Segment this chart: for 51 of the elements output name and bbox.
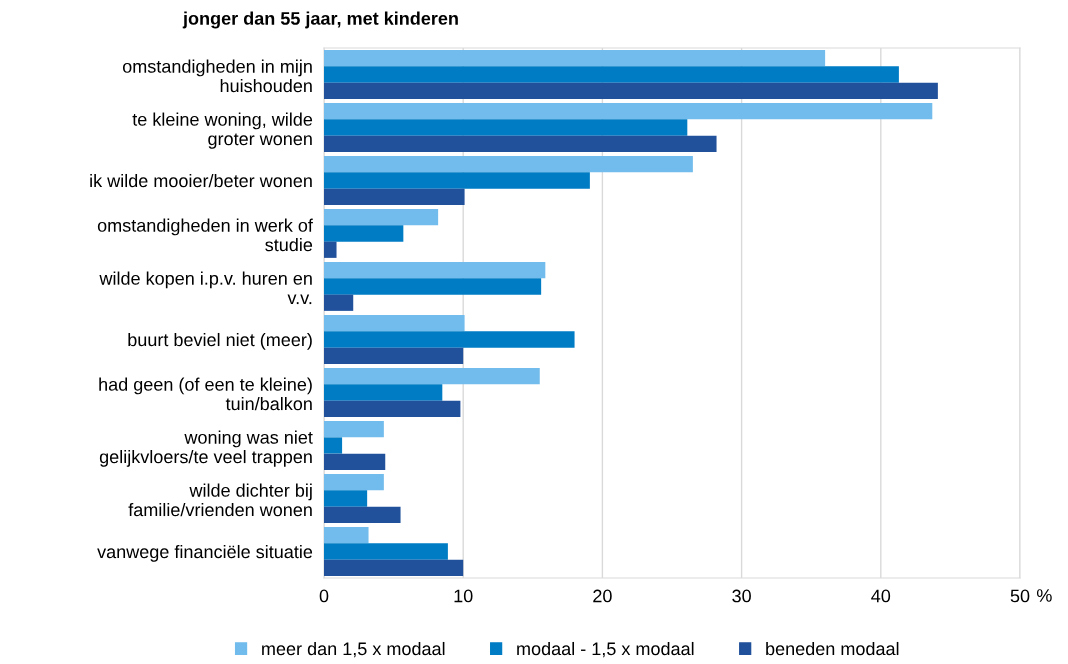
x-tick-label: 10	[454, 589, 473, 603]
x-tick-label: 0	[319, 589, 329, 603]
y-tick-label: wilde dichter bij familie/vrienden wonen	[128, 483, 312, 517]
y-tick-label: ik wilde mooier/beter wonen	[90, 173, 312, 188]
bar	[324, 490, 368, 507]
x-axis-title: %	[1036, 589, 1052, 602]
bar	[324, 331, 575, 348]
bar	[324, 527, 369, 544]
bar	[324, 453, 386, 470]
bar	[324, 315, 465, 332]
bar	[324, 506, 401, 523]
bar	[324, 474, 384, 491]
bar	[324, 209, 439, 226]
bar	[324, 225, 404, 242]
x-tick-label: 20	[593, 589, 612, 603]
bar	[324, 241, 337, 258]
bar	[324, 384, 443, 401]
x-tick-label: 30	[732, 589, 751, 603]
x-tick-label: 50	[1010, 589, 1030, 603]
y-tick-label: omstandigheden in mijn huishouden	[122, 59, 312, 93]
y-tick-label: buurt beviel niet (meer)	[128, 332, 312, 350]
bar	[324, 188, 465, 205]
x-tick-label: 40	[871, 589, 891, 603]
legend-label: meer dan 1,5 x modaal	[262, 641, 445, 658]
bar	[324, 400, 461, 417]
bar	[324, 421, 384, 438]
legend-label: modaal - 1,5 x modaal	[517, 641, 694, 658]
bar	[324, 278, 542, 295]
bar	[324, 347, 464, 364]
bar	[324, 172, 590, 189]
y-tick-label: omstandigheden in werk of studie	[97, 218, 313, 252]
y-tick-label: wilde kopen i.p.v. huren en v.v.	[99, 271, 312, 305]
bar	[324, 262, 546, 279]
y-tick-label: vanwege financiële situatie	[97, 544, 313, 562]
y-tick-label: had geen (of een te kleine) tuin/balkon	[99, 377, 312, 411]
bar	[324, 437, 343, 454]
legend-label: beneden modaal	[766, 641, 899, 656]
y-tick-label: te kleine woning, wilde groter wonen	[132, 112, 313, 149]
bar	[324, 559, 464, 576]
chart-title: jonger dan 55 jaar, met kinderen	[182, 11, 458, 29]
bar	[324, 135, 717, 152]
bar	[324, 50, 826, 67]
bar	[324, 543, 448, 560]
bar	[324, 294, 354, 311]
bar	[324, 368, 540, 385]
bar	[324, 156, 693, 173]
y-tick-label: woning was niet gelijkvloers/te veel trappen	[99, 430, 313, 467]
bar	[324, 119, 688, 136]
bar	[324, 82, 938, 99]
bar	[324, 66, 899, 83]
bar	[324, 103, 933, 120]
